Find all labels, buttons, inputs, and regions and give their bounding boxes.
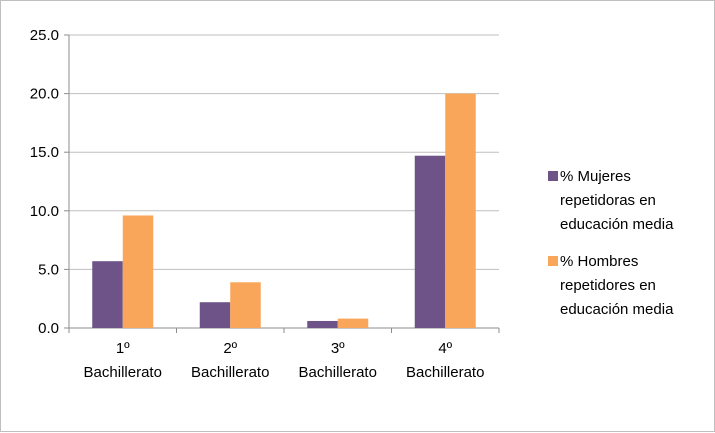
bar-hombres — [337, 318, 369, 328]
legend-label: educación media — [560, 216, 674, 233]
y-tick-label: 20.0 — [30, 86, 59, 103]
legend-label: educación media — [560, 301, 674, 318]
legend-label: % Mujeres — [560, 168, 631, 185]
y-tick-label: 5.0 — [38, 261, 59, 278]
y-tick-label: 15.0 — [30, 144, 59, 161]
x-tick-label: Bachillerato — [406, 364, 484, 381]
bar-mujeres — [307, 320, 338, 328]
x-tick-label: 3º — [331, 340, 345, 357]
x-tick-label: 4º — [438, 340, 452, 357]
x-tick-label: Bachillerato — [191, 364, 269, 381]
bar-hombres — [230, 282, 261, 328]
x-tick-label: 2º — [223, 340, 237, 357]
bar-mujeres — [199, 302, 231, 328]
y-tick-label: 10.0 — [30, 203, 59, 220]
legend-swatch — [548, 256, 558, 266]
legend-label: % Hombres — [560, 253, 638, 270]
bar-mujeres — [414, 155, 446, 328]
legend-label: repetidoras en — [560, 192, 656, 209]
x-tick-label: Bachillerato — [299, 364, 377, 381]
legend-swatch — [548, 171, 558, 181]
y-tick-label: 25.0 — [30, 27, 59, 44]
x-tick-label: 1º — [116, 340, 130, 357]
x-tick-label: Bachillerato — [84, 364, 162, 381]
y-tick-label: 0.0 — [38, 320, 59, 337]
bar-hombres — [122, 215, 154, 328]
bar-mujeres — [92, 261, 123, 328]
legend-label: repetidores en — [560, 277, 656, 294]
bar-hombres — [445, 93, 476, 328]
